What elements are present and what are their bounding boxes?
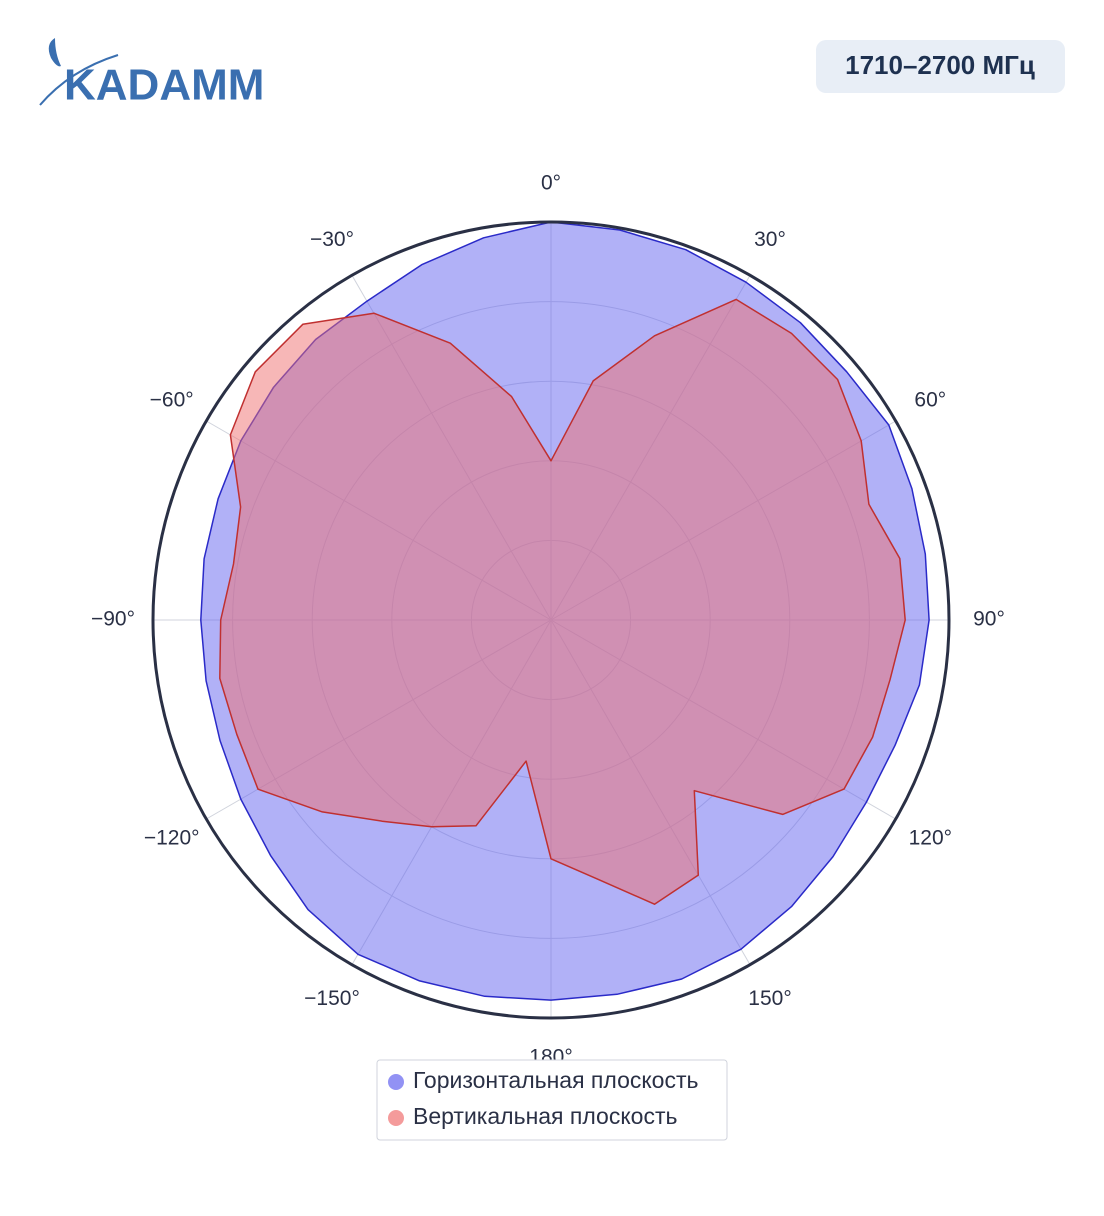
legend-label: Вертикальная плоскость xyxy=(413,1103,677,1129)
angle-tick-label: 120° xyxy=(909,827,952,850)
polar-frame xyxy=(151,220,951,1020)
series-area xyxy=(219,298,906,905)
angle-tick-label: 30° xyxy=(754,228,786,251)
logo: KADAMM xyxy=(39,38,264,110)
polar-plot: 0°30°60°90°120°150°180°−150°−120°−90°−60… xyxy=(91,172,1005,1069)
angle-tick-label: 150° xyxy=(748,987,791,1010)
angle-tick-label: −90° xyxy=(91,608,135,631)
angle-tick-label: 60° xyxy=(914,389,946,412)
legend-label: Горизонтальная плоскость xyxy=(413,1067,699,1093)
angle-tick-label: 0° xyxy=(541,172,561,195)
legend-box xyxy=(376,1059,728,1141)
angle-tick-label: −60° xyxy=(150,389,194,412)
badge: 1710–2700 МГц xyxy=(845,50,1035,80)
logo-text: KADAMM xyxy=(64,61,264,110)
logo-mark xyxy=(48,38,61,67)
legend-marker xyxy=(388,1110,404,1126)
logo-swoosh xyxy=(39,54,119,106)
legend: Горизонтальная плоскость Вертикальная пло… xyxy=(376,1059,728,1141)
angle-tick-label: −120° xyxy=(144,827,200,850)
angle-tick-label: 90° xyxy=(973,608,1005,631)
angle-tick-label: −150° xyxy=(304,987,360,1010)
badge-bg xyxy=(816,40,1065,93)
angle-tick-label: −30° xyxy=(310,228,354,251)
legend-marker xyxy=(388,1074,404,1090)
